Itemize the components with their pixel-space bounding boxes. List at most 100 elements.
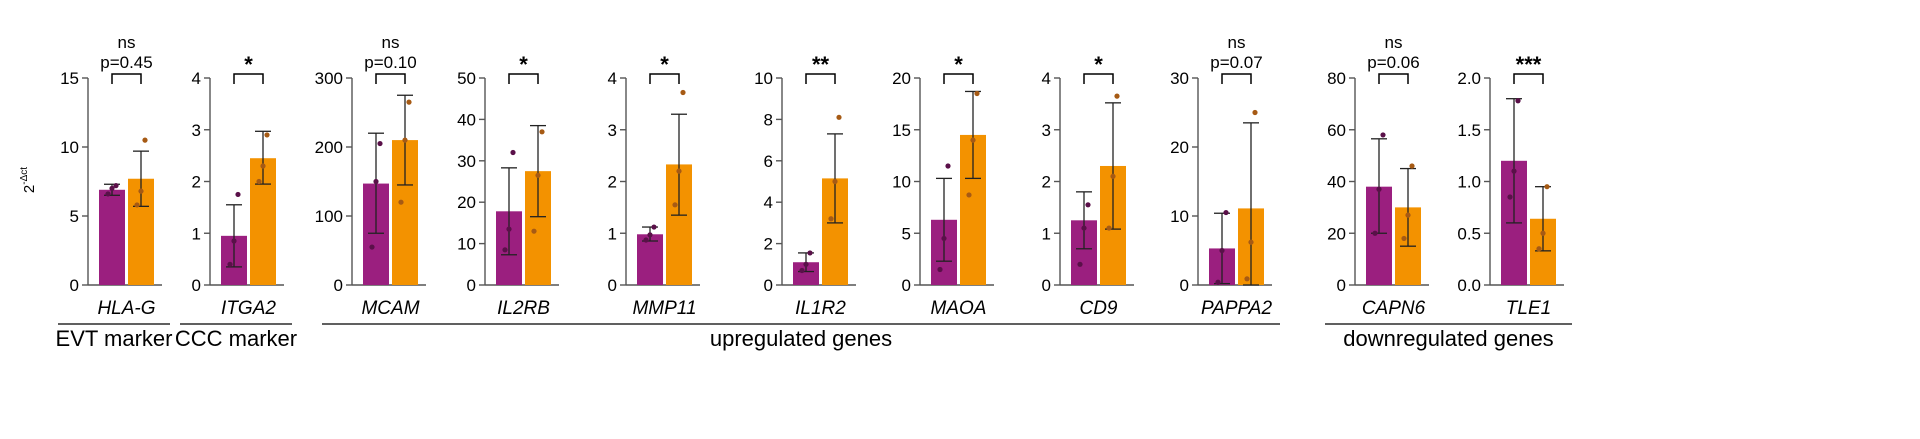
- significance-label: *: [1094, 52, 1103, 77]
- data-point: [231, 238, 237, 244]
- y-tick-label: 100: [315, 207, 343, 226]
- y-tick-label: 20: [1170, 138, 1189, 157]
- y-tick-label: 30: [457, 152, 476, 171]
- data-point: [1077, 261, 1083, 267]
- significance-bracket: [1221, 73, 1252, 84]
- data-point: [506, 226, 512, 232]
- y-tick-label: 8: [764, 110, 773, 129]
- group-label: upregulated genes: [710, 326, 892, 351]
- panel-tle1: 0.0 0.5 1.0 1.5 2.0 *** TLE1: [1457, 52, 1564, 319]
- data-point: [1248, 239, 1254, 245]
- y-tick-label: 4: [764, 193, 773, 212]
- significance-bracket: [1083, 73, 1114, 84]
- significance-label: *: [519, 52, 528, 77]
- gene-label: IL2RB: [497, 298, 550, 319]
- y-tick-label: 2.0: [1457, 69, 1481, 88]
- y-tick-label: 0: [902, 276, 911, 295]
- y-tick-label: 4: [608, 69, 617, 88]
- data-point: [1544, 184, 1550, 190]
- y-tick-label: 0.0: [1457, 276, 1481, 295]
- data-point: [803, 261, 809, 267]
- data-point: [1511, 168, 1517, 174]
- data-point: [406, 99, 412, 105]
- y-tick-label: 50: [457, 69, 476, 88]
- y-tick-label: 40: [1327, 173, 1346, 192]
- y-tick-label: 5: [70, 207, 79, 226]
- data-point: [1106, 225, 1112, 231]
- y-tick-label: 10: [457, 235, 476, 254]
- p-value-label: p=0.10: [364, 53, 416, 72]
- data-point: [1215, 279, 1221, 285]
- data-point: [105, 191, 111, 197]
- data-point: [643, 237, 649, 243]
- gene-label: MAOA: [931, 298, 987, 319]
- significance-bracket: [111, 73, 142, 84]
- data-point: [1372, 230, 1378, 236]
- data-point: [941, 235, 947, 242]
- y-tick-label: 0.5: [1457, 224, 1481, 243]
- y-tick-label: 4: [192, 69, 201, 88]
- data-point: [937, 266, 943, 273]
- gene-label: TLE1: [1506, 298, 1551, 319]
- data-point: [828, 216, 834, 222]
- gene-label: CAPN6: [1362, 298, 1426, 319]
- panel-cd9: 0 1 2 3 4 * CD9: [1042, 52, 1134, 319]
- data-point: [1409, 163, 1415, 169]
- data-point: [134, 202, 140, 208]
- y-tick-label: 1.5: [1457, 121, 1481, 140]
- gene-label: IL1R2: [795, 298, 846, 319]
- y-tick-label: 60: [1327, 121, 1346, 140]
- y-tick-label: 10: [1170, 207, 1189, 226]
- significance-label: *: [954, 52, 963, 77]
- y-tick-label: 0: [334, 276, 343, 295]
- data-point: [1110, 173, 1116, 179]
- y-tick-label: 1.0: [1457, 173, 1481, 192]
- y-tick-label: 15: [892, 121, 911, 140]
- y-tick-label: 2: [1042, 173, 1051, 192]
- data-point: [1536, 246, 1542, 252]
- y-tick-label: 2: [764, 235, 773, 254]
- data-point: [1085, 202, 1091, 208]
- y-tick-label: 20: [457, 193, 476, 212]
- data-point: [264, 132, 270, 138]
- y-axis-label-superscript: -Δct: [19, 167, 30, 185]
- data-point: [1405, 212, 1411, 218]
- gene-group-labels: EVT marker CCC marker upregulated genes dow…: [56, 323, 1572, 351]
- gene-label: CD9: [1079, 298, 1117, 319]
- significance-label: ns: [382, 33, 400, 52]
- data-point: [539, 129, 545, 135]
- data-point: [535, 172, 541, 178]
- data-point: [1507, 194, 1513, 200]
- y-tick-label: 0: [608, 276, 617, 295]
- significance-bracket: [1378, 73, 1409, 84]
- panel-capn6: 0 20 40 60 80 nsp=0.06 CAPN6: [1327, 33, 1429, 319]
- data-point: [1219, 247, 1225, 254]
- y-tick-label: 40: [457, 110, 476, 129]
- y-tick-label: 0: [764, 276, 773, 295]
- data-point: [235, 191, 241, 198]
- significance-bracket: [943, 73, 974, 84]
- data-point: [398, 199, 404, 205]
- data-point: [502, 247, 508, 253]
- data-point: [1401, 235, 1407, 242]
- data-point: [966, 192, 972, 198]
- significance-label: ***: [1516, 52, 1542, 77]
- data-point: [402, 137, 408, 143]
- y-tick-label: 30: [1170, 69, 1189, 88]
- y-tick-label: 3: [608, 121, 617, 140]
- data-point: [1081, 225, 1087, 231]
- chart-panels: 051015nsp=0.45HLA-G01234*ITGA20100200300…: [60, 33, 1564, 319]
- y-tick-label: 0: [467, 276, 476, 295]
- y-tick-label: 10: [892, 173, 911, 192]
- data-point: [970, 137, 976, 143]
- data-point: [651, 224, 657, 230]
- y-tick-label: 0: [192, 276, 201, 295]
- y-tick-label: 3: [1042, 121, 1051, 140]
- panel-mcam: 0 100 200 300 nsp=0.10 MCAM: [315, 33, 426, 319]
- significance-bracket: [649, 73, 680, 84]
- bar: [793, 262, 819, 285]
- y-tick-label: 0: [1337, 276, 1346, 295]
- bar: [99, 189, 125, 285]
- y-tick-label: 2: [608, 173, 617, 192]
